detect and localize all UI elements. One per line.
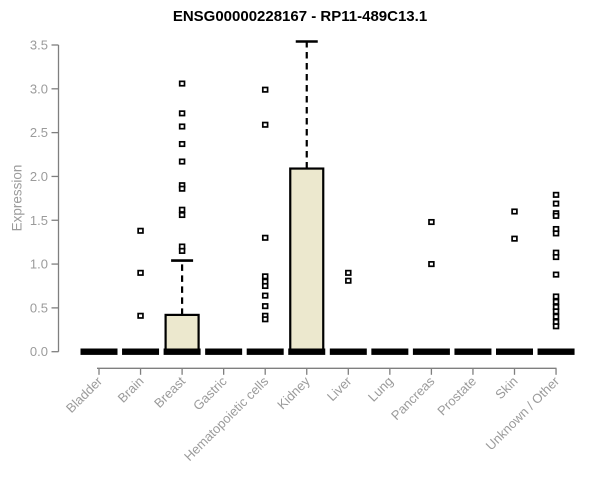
outlier-point — [261, 303, 269, 310]
y-tick-label: 2.5 — [30, 125, 48, 140]
y-tick-label: 0.0 — [30, 344, 48, 359]
median-bar — [246, 348, 284, 355]
outlier-point — [552, 308, 560, 315]
x-tick-label: Kidney — [274, 373, 313, 412]
outlier-point — [178, 185, 186, 192]
median-bar — [412, 348, 450, 355]
outlier-point — [261, 282, 269, 290]
median-bar — [205, 348, 243, 355]
outlier-point — [261, 86, 269, 93]
outlier-point — [428, 261, 435, 268]
x-tick-label: Skin — [492, 374, 520, 402]
outlier-point — [178, 123, 186, 130]
y-tick-label: 1.0 — [30, 257, 48, 272]
outlier-point — [511, 235, 518, 242]
x-tick-label: Bladder — [63, 373, 106, 416]
box — [164, 313, 200, 353]
median-bar — [288, 348, 326, 355]
outlier-point — [137, 227, 144, 234]
median-bar — [496, 348, 533, 355]
median-bar — [163, 348, 201, 355]
outlier-point — [552, 254, 560, 261]
outlier-point — [137, 269, 144, 276]
outlier-point — [552, 271, 560, 278]
x-tick-label: Pancreas — [388, 373, 438, 423]
outlier-point — [552, 293, 560, 300]
outlier-point — [178, 140, 186, 148]
outlier-point — [261, 273, 269, 280]
x-tick-label: Brain — [115, 374, 147, 406]
outlier-point — [552, 323, 560, 330]
outlier-point — [428, 218, 435, 226]
outlier-point — [261, 316, 269, 323]
outlier-point — [345, 269, 352, 276]
x-tick-label: Breast — [151, 373, 188, 410]
y-tick-label: 0.5 — [30, 300, 48, 315]
x-tick-label: Prostate — [434, 374, 479, 419]
x-tick-label: Unknown / Other — [483, 373, 563, 453]
median-bar — [371, 348, 409, 355]
outlier-point — [511, 208, 518, 215]
outlier-point — [552, 191, 560, 198]
outlier-point — [552, 212, 560, 219]
y-tick-label: 3.0 — [30, 81, 48, 96]
median-bar — [80, 348, 118, 355]
x-tick-label: Gastric — [190, 373, 230, 413]
median-bar — [329, 348, 367, 355]
outlier-point — [178, 247, 186, 254]
outlier-point — [178, 80, 186, 87]
x-tick-label: Liver — [324, 373, 355, 404]
box — [289, 167, 325, 353]
outlier-point — [552, 313, 560, 320]
outlier-point — [137, 312, 144, 319]
outlier-point — [552, 200, 560, 207]
outlier-point — [178, 158, 186, 165]
outlier-point — [552, 298, 560, 305]
median-bar — [537, 348, 575, 355]
outlier-point — [178, 211, 186, 219]
outlier-point — [261, 292, 269, 299]
median-bar — [122, 348, 160, 355]
chart-title: ENSG00000228167 - RP11-489C13.1 — [172, 8, 428, 25]
outlier-point — [178, 110, 186, 117]
outlier-point — [552, 230, 560, 237]
y-tick-label: 3.5 — [30, 38, 48, 53]
outlier-point — [345, 277, 352, 284]
median-bar — [454, 348, 492, 355]
outlier-point — [261, 234, 269, 241]
y-tick-label: 2.0 — [30, 169, 48, 184]
x-tick-label: Lung — [365, 374, 396, 405]
outlier-point — [261, 121, 269, 128]
outlier-point — [178, 206, 186, 213]
y-tick-label: 1.5 — [30, 213, 48, 228]
